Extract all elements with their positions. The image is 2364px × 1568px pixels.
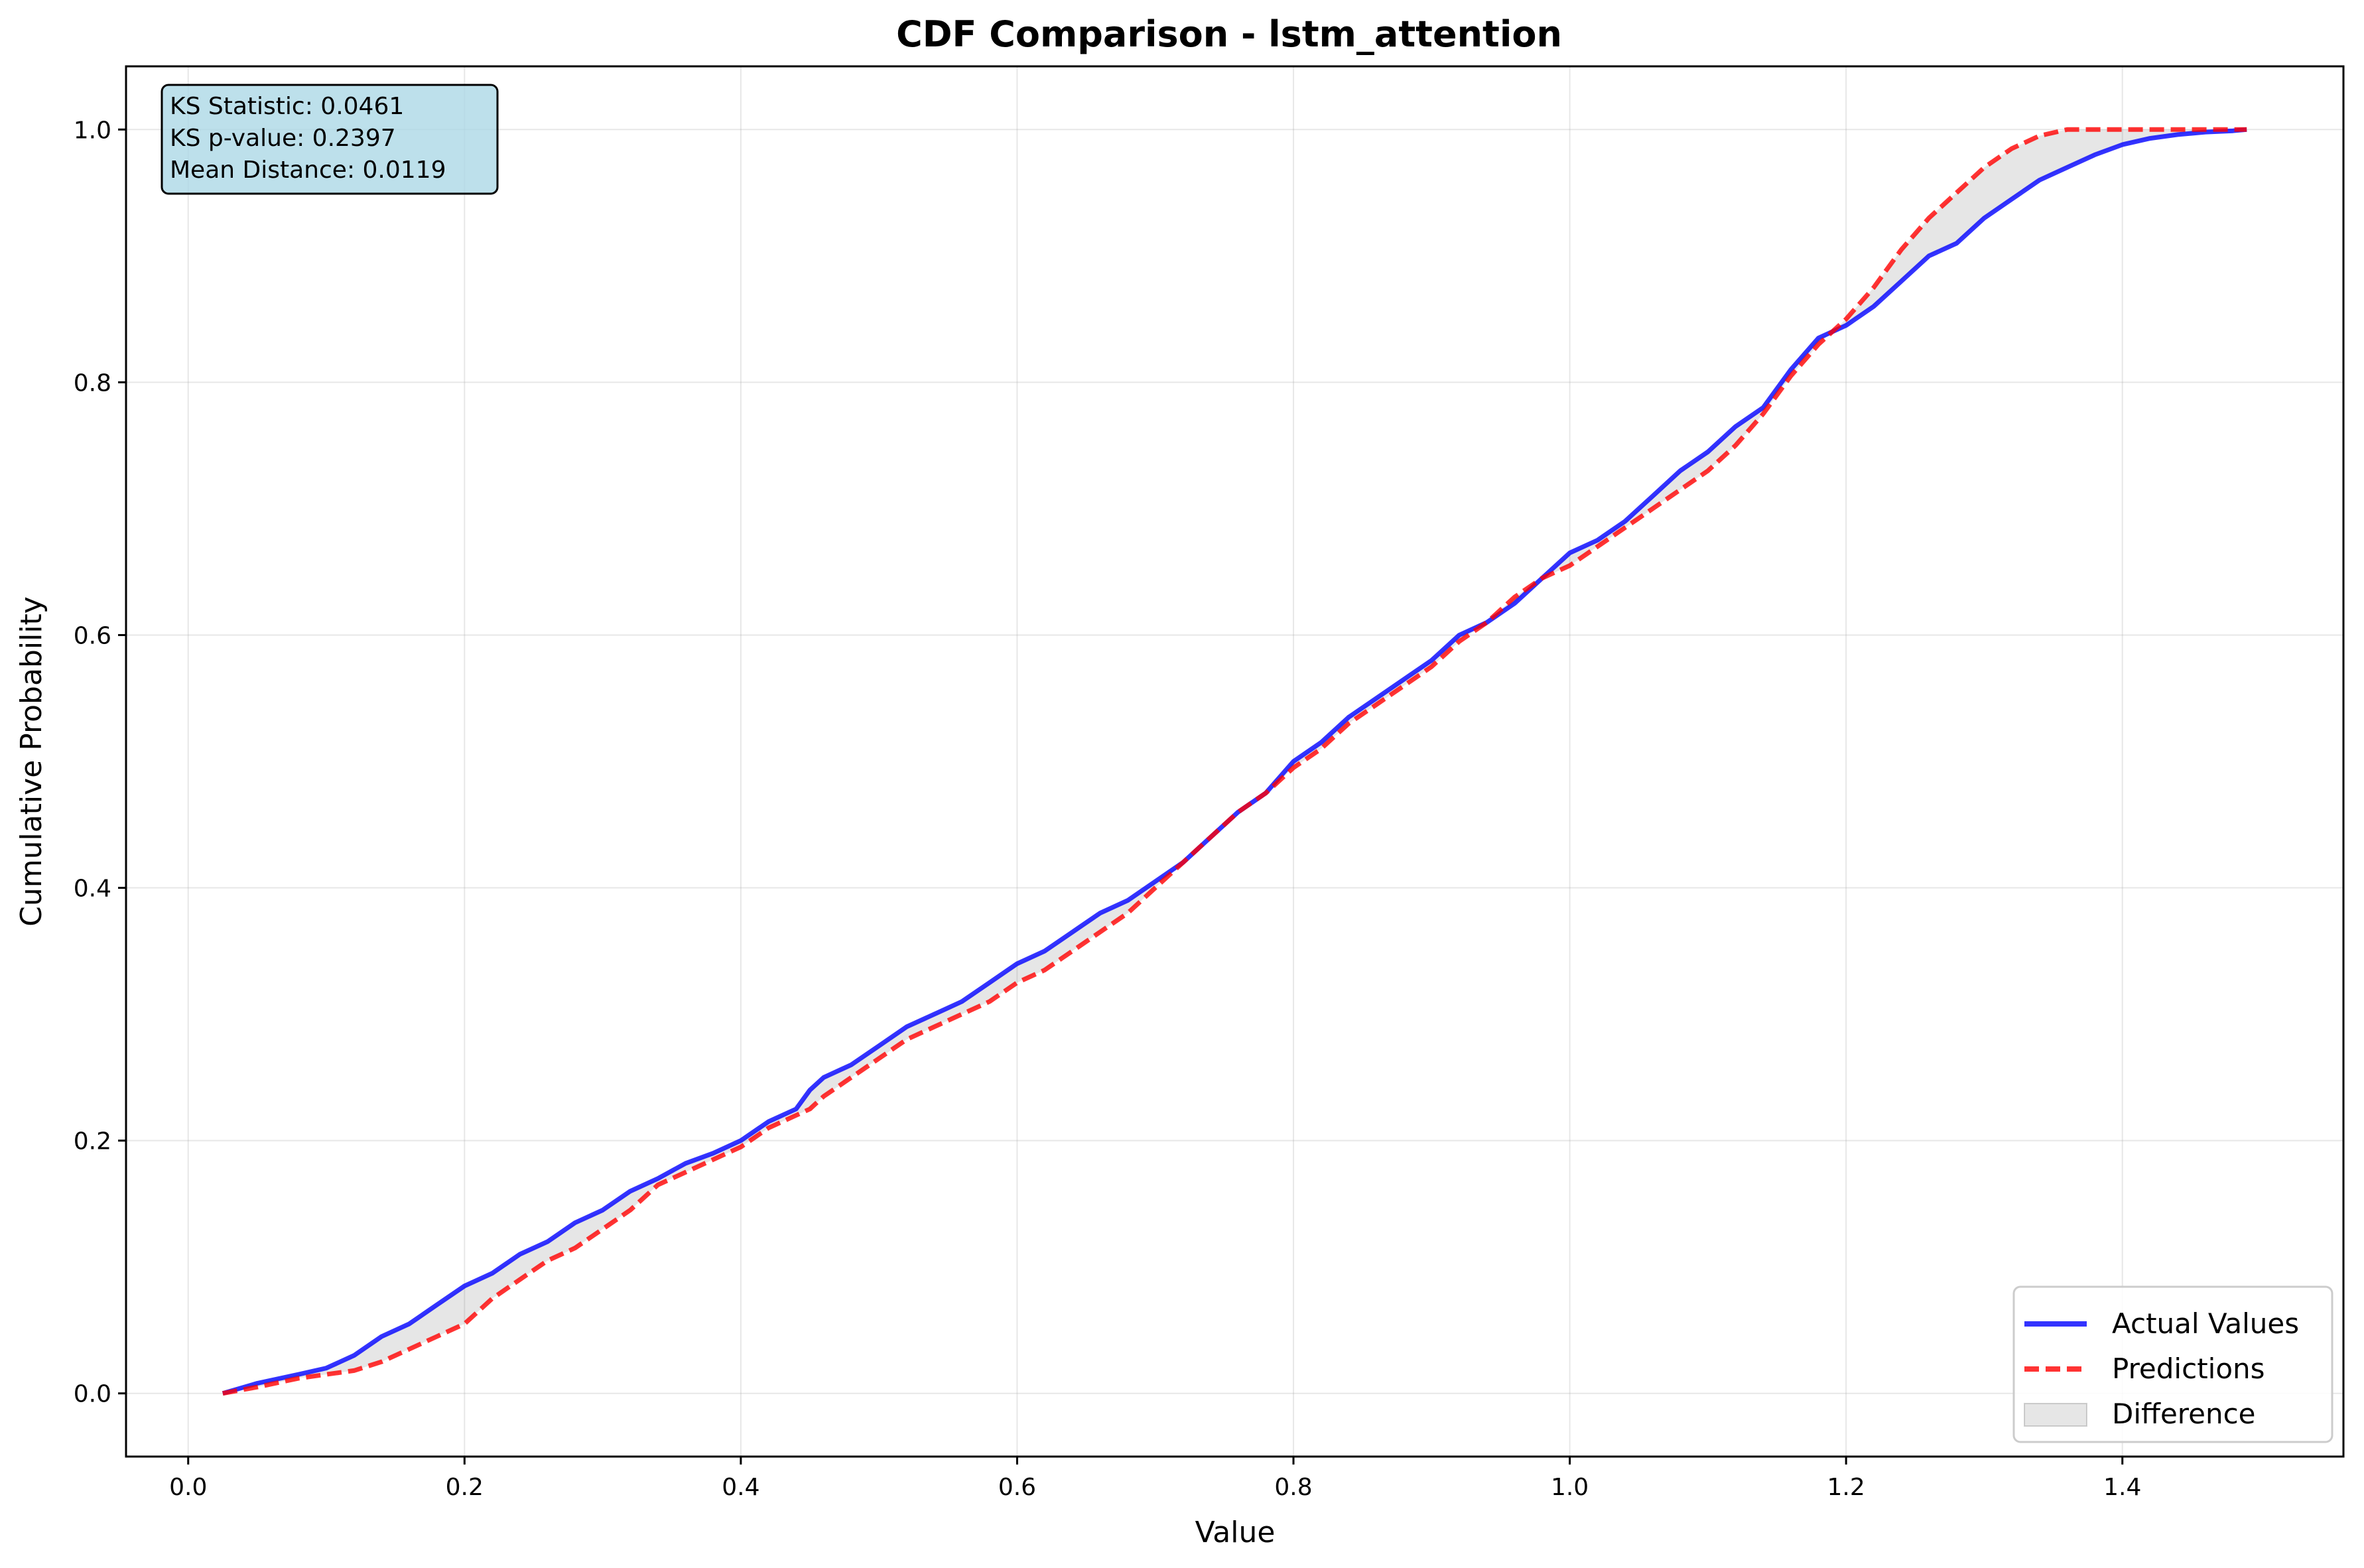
- y-tick-label: 0.4: [74, 876, 111, 903]
- stats-ks-statistic: KS Statistic: 0.0461: [170, 93, 404, 120]
- x-tick-label: 0.0: [169, 1474, 207, 1501]
- x-tick-label: 0.2: [446, 1474, 484, 1501]
- legend-label-predictions: Predictions: [2112, 1352, 2265, 1385]
- legend-label-actual: Actual Values: [2112, 1307, 2299, 1340]
- stats-ks-pvalue: KS p-value: 0.2397: [170, 125, 396, 152]
- x-tick-label: 0.4: [722, 1474, 759, 1501]
- x-axis-label: Value: [1195, 1516, 1276, 1549]
- chart-title: CDF Comparison - lstm_attention: [896, 13, 1562, 55]
- plot-frame: [125, 65, 2345, 1458]
- y-axis-label: Cumulative Probability: [15, 596, 48, 927]
- x-tick-label: 0.6: [998, 1474, 1036, 1501]
- series-lines-layer: [222, 127, 2247, 1396]
- legend-swatch-difference: [2024, 1403, 2087, 1427]
- y-tick-label: 0.0: [74, 1381, 111, 1408]
- y-axis-ticks: 0.0 0.2 0.4 0.6 0.8 1.0: [74, 117, 126, 1408]
- y-tick-label: 0.6: [74, 622, 111, 649]
- x-tick-label: 0.8: [1274, 1474, 1312, 1501]
- y-tick-label: 0.2: [74, 1128, 111, 1155]
- x-tick-label: 1.2: [1827, 1474, 1865, 1501]
- stats-box-background: [161, 84, 499, 195]
- legend: Actual Values Predictions Difference: [2012, 1285, 2333, 1443]
- stats-mean-distance: Mean Distance: 0.0119: [170, 157, 446, 184]
- x-axis-ticks: 0.0 0.2 0.4 0.6 0.8 1.0 1.2 1.4: [169, 1457, 2141, 1501]
- stats-box: KS Statistic: 0.0461 KS p-value: 0.2397 …: [161, 84, 499, 195]
- y-tick-label: 0.8: [74, 369, 111, 397]
- x-tick-label: 1.0: [1551, 1474, 1589, 1501]
- legend-label-difference: Difference: [2112, 1398, 2256, 1430]
- legend-frame: [2012, 1285, 2333, 1443]
- actual-values-line: [222, 127, 2247, 1396]
- predictions-line: [222, 127, 2247, 1396]
- x-tick-label: 1.4: [2103, 1474, 2141, 1501]
- y-tick-label: 1.0: [74, 117, 111, 144]
